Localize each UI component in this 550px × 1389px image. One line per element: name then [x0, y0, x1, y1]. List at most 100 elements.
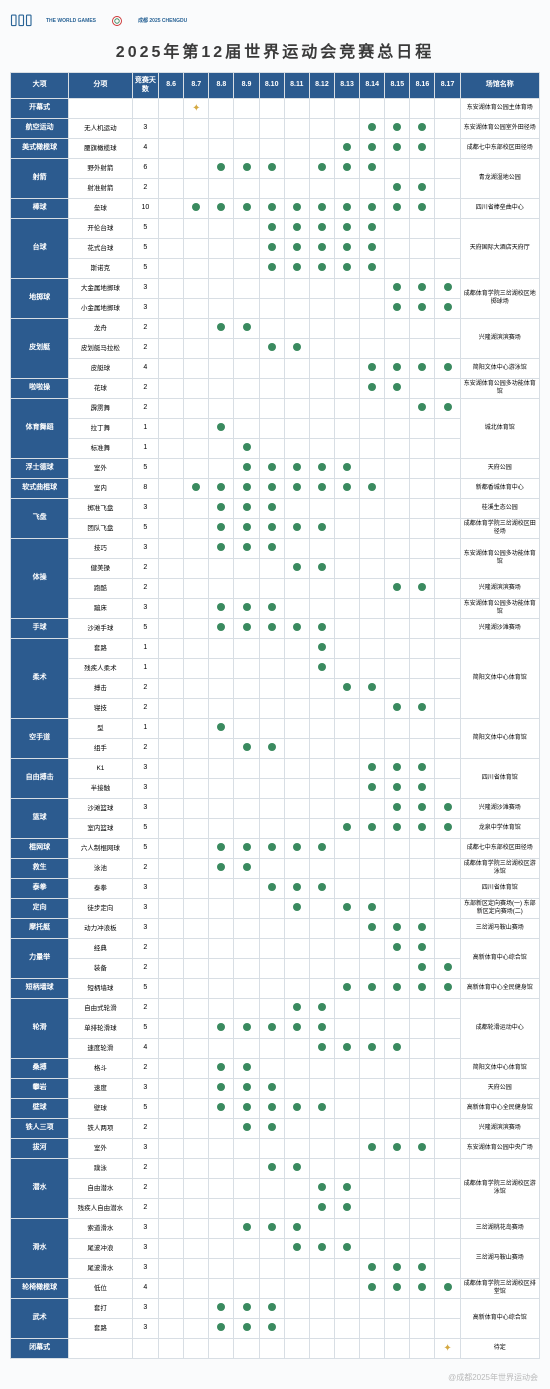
event-dot: [318, 523, 326, 531]
event-dot: [293, 563, 301, 571]
table-row: 棍网球六人制棍网球5成都七中东部校区田径场: [11, 839, 540, 859]
event-dot: [343, 203, 351, 211]
day-cell: [435, 739, 460, 759]
days-cell: 3: [132, 779, 158, 799]
day-cell: [334, 1239, 359, 1259]
subcategory-cell: 无人机运动: [69, 119, 132, 139]
venue-cell: 兴隆湖滨滨赛场: [460, 319, 539, 359]
day-cell: [309, 759, 334, 779]
days-cell: 2: [132, 379, 158, 399]
day-cell: [234, 1199, 259, 1219]
day-cell: [309, 839, 334, 859]
event-dot: [243, 463, 251, 471]
event-dot: [217, 1103, 225, 1111]
day-cell: [259, 419, 284, 439]
days-cell: 5: [132, 1099, 158, 1119]
event-dot: [393, 763, 401, 771]
event-dot: [418, 1143, 426, 1151]
day-cell: [334, 99, 359, 119]
day-cell: [309, 179, 334, 199]
day-cell: [309, 119, 334, 139]
day-cell: [410, 1059, 435, 1079]
day-cell: [410, 319, 435, 339]
day-cell: [234, 699, 259, 719]
event-dot: [418, 123, 426, 131]
day-cell: [435, 719, 460, 739]
event-dot: [318, 563, 326, 571]
day-cell: [309, 799, 334, 819]
event-dot: [393, 983, 401, 991]
day-cell: [360, 459, 385, 479]
day-cell: [284, 119, 309, 139]
event-dot: [268, 1223, 276, 1231]
day-cell: [385, 1259, 410, 1279]
day-cell: [159, 959, 184, 979]
event-dot: [393, 923, 401, 931]
event-dot: [318, 623, 326, 631]
logo-text-1: THE WORLD GAMES: [46, 19, 96, 24]
event-dot: [243, 523, 251, 531]
day-cell: [385, 499, 410, 519]
table-row: 棒球垒球10四川省棒垒曲中心: [11, 199, 540, 219]
event-dot: [293, 523, 301, 531]
day-cell: [209, 979, 234, 999]
day-cell: [385, 179, 410, 199]
day-cell: [435, 1299, 460, 1319]
day-cell: [334, 1179, 359, 1199]
subcategory-cell: 尾波冲浪: [69, 1239, 132, 1259]
table-row: 体操技巧3东安湖体育公园多功能体育馆: [11, 539, 540, 559]
event-dot: [418, 143, 426, 151]
day-cell: [334, 1039, 359, 1059]
day-cell: [259, 939, 284, 959]
event-dot: [343, 483, 351, 491]
venue-cell: 三岔湖桃花岛赛场: [460, 1219, 539, 1239]
event-dot: [268, 163, 276, 171]
day-cell: [259, 1299, 284, 1319]
event-dot: [368, 263, 376, 271]
watermark: @成都2025年世界运动会: [448, 1372, 538, 1383]
event-dot: [343, 223, 351, 231]
day-cell: [184, 1099, 209, 1119]
subcategory-cell: 速度: [69, 1079, 132, 1099]
day-cell: [184, 759, 209, 779]
day-cell: [184, 1179, 209, 1199]
day-cell: [184, 359, 209, 379]
day-cell: [159, 339, 184, 359]
day-cell: [159, 1219, 184, 1239]
day-cell: [435, 939, 460, 959]
day-cell: [209, 559, 234, 579]
day-cell: [284, 1099, 309, 1119]
day-cell: [209, 699, 234, 719]
day-cell: [184, 1219, 209, 1239]
days-cell: 3: [132, 919, 158, 939]
day-cell: [385, 1319, 410, 1339]
day-cell: [410, 179, 435, 199]
day-cell: [184, 1159, 209, 1179]
page-title: 2025年第12届世界运动会竞赛总日程: [10, 34, 540, 72]
table-row: 潜水蹼泳2成都体育学院三岔湖校区游泳馆: [11, 1159, 540, 1179]
day-cell: [284, 679, 309, 699]
day-cell: [184, 379, 209, 399]
day-cell: [159, 1339, 184, 1359]
table-row: 轮椅橄榄球低位4成都体育学院三岔湖校区排堂馆: [11, 1279, 540, 1299]
days-cell: 2: [132, 579, 158, 599]
day-cell: [284, 1299, 309, 1319]
event-dot: [318, 1203, 326, 1211]
category-cell: 力量举: [11, 939, 69, 979]
event-dot: [343, 1243, 351, 1251]
subcategory-cell: 格斗: [69, 1059, 132, 1079]
days-cell: 2: [132, 939, 158, 959]
day-cell: [159, 399, 184, 419]
event-dot: [268, 543, 276, 551]
subcategory-cell: 寝技: [69, 699, 132, 719]
day-cell: [435, 959, 460, 979]
event-dot: [293, 883, 301, 891]
category-cell: 航空运动: [11, 119, 69, 139]
day-cell: [259, 899, 284, 919]
subcategory-cell: 室外: [69, 459, 132, 479]
category-cell: 轮椅橄榄球: [11, 1279, 69, 1299]
day-cell: [184, 279, 209, 299]
day-cell: [410, 499, 435, 519]
event-dot: [343, 163, 351, 171]
day-cell: [360, 799, 385, 819]
